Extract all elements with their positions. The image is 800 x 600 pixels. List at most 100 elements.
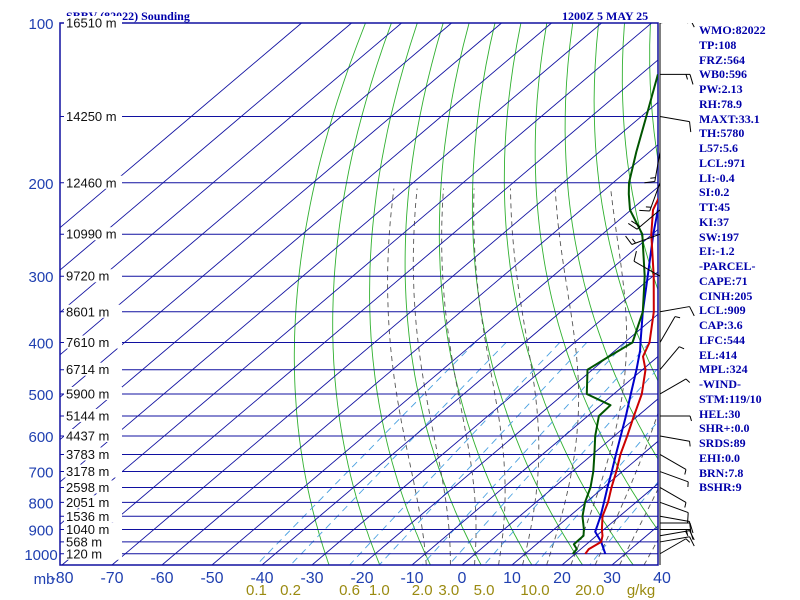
temperature-tick-label: 30 [603, 570, 621, 587]
wind-barb-half [685, 538, 691, 543]
temperature-tick-label: -10 [400, 570, 423, 587]
index-item: EI:-1.2 [699, 244, 735, 259]
height-label-bg [64, 16, 122, 29]
isotherm [511, 440, 658, 565]
temperature-tick-label: 40 [653, 570, 671, 587]
dry-adiabat [780, 23, 800, 565]
wind-barb-half [685, 529, 688, 535]
moist-adiabat [594, 411, 658, 565]
pressure-tick-label: 200 [28, 176, 53, 193]
height-label: 3783 m [66, 447, 109, 462]
mixing-ratio-line [256, 342, 476, 565]
index-item: EL:414 [699, 347, 738, 362]
wind-barb-half [674, 316, 681, 319]
wind-barb-staff [633, 260, 661, 277]
moist-adiabat [510, 188, 540, 565]
mixing-ratio-line [349, 342, 561, 565]
height-label-bg [64, 429, 122, 443]
moist-adiabat [387, 188, 427, 565]
index-item: STM:119/10 [699, 391, 762, 406]
wind-barb-flag [625, 235, 633, 245]
isotherm [461, 398, 658, 565]
height-label: 2598 m [66, 480, 109, 495]
height-label-bg [64, 335, 122, 349]
wind-barb-staff [659, 487, 687, 503]
height-labels: 16510 m 14250 m 12460 m 10990 m 9720 m 8601 m… [64, 16, 122, 561]
height-label: 7610 m [66, 335, 109, 350]
mixing-ratio-line [448, 342, 650, 565]
wind-barb-staff [631, 233, 661, 245]
sounding-profiles [572, 74, 658, 555]
height-label: 9720 m [66, 269, 109, 284]
height-label: 1040 m [66, 522, 109, 537]
index-item: CINH:205 [699, 288, 753, 303]
index-item: LFC:544 [699, 332, 745, 347]
height-label: 16510 m [66, 16, 117, 31]
isotherm [60, 23, 452, 356]
index-item: TH:5780 [699, 126, 745, 141]
mixing-ratio-line [378, 342, 588, 565]
height-label: 3178 m [66, 464, 109, 479]
moist-adiabat [570, 188, 628, 565]
wind-barb-flag [689, 536, 695, 547]
temperature-tick-label: 20 [553, 570, 571, 587]
mixing-ratio-label: 0.2 [280, 582, 301, 599]
temperature-tick-label: -60 [150, 570, 173, 587]
height-label-bg [64, 408, 122, 422]
mixing-ratio-label: 10.0 [520, 582, 549, 599]
isotherm [60, 23, 502, 398]
height-label: 6714 m [66, 362, 109, 377]
wind-barb-staff [659, 538, 687, 555]
height-label-bg [64, 495, 122, 509]
plot-frame [59, 22, 659, 566]
dry-adiabat [369, 23, 431, 565]
temperature-tick-label: 10 [503, 570, 521, 587]
height-label-bg [64, 109, 122, 123]
height-label-bg [64, 464, 122, 478]
pressure-tick-label: 400 [28, 336, 53, 353]
wind-barb-flag [691, 23, 695, 28]
height-label: 120 m [66, 546, 102, 561]
pressure-unit-label: mb [34, 571, 55, 588]
wind-barb-flag [689, 121, 692, 133]
wind-barb-flag [689, 306, 695, 317]
wind-barb-half [684, 502, 687, 508]
dry-adiabat [332, 23, 392, 565]
index-item: WMO:82022 [699, 23, 766, 37]
dewpoint-trace [572, 74, 658, 555]
wind-barb-half [689, 415, 692, 422]
index-item: EHI:0.0 [699, 450, 741, 465]
isotherm [60, 23, 352, 271]
temperature-trace [584, 197, 658, 555]
wind-barb-staff [659, 515, 690, 522]
height-label-bg [64, 362, 122, 376]
moist-adiabat [546, 188, 580, 565]
height-label-bg [64, 522, 122, 536]
moist-adiabat [412, 188, 451, 565]
pressure-tick-label: 800 [28, 495, 53, 512]
wind-barb-half [679, 346, 685, 350]
mixing-ratio-label: 1.0 [369, 582, 390, 599]
wind-barb-flag [689, 522, 694, 534]
temperature-tick-label: -70 [100, 570, 123, 587]
moist-adiabat [619, 488, 658, 565]
mixing-ratio-label: 0.6 [339, 582, 360, 599]
wind-barb-staff [659, 530, 690, 537]
height-label: 5900 m [66, 386, 109, 401]
temperature-axis: -80 -70 -60 -50 -40 -30 -20 -10 0 10 20 30 40 [50, 570, 671, 587]
mixing-ratio-label: 2.0 [412, 582, 433, 599]
mixing-ratio-line [290, 342, 507, 565]
wind-barb-staff [636, 209, 661, 230]
wind-barb-half [685, 378, 691, 383]
isotherm [411, 355, 658, 565]
index-item: SI:0.2 [699, 185, 730, 200]
frame [59, 22, 659, 566]
isotherm [60, 23, 302, 229]
index-item: LCL:909 [699, 303, 746, 318]
mixing-ratio-label: 3.0 [438, 582, 459, 599]
height-label-bg [64, 386, 122, 400]
wind-barb-flag [689, 521, 692, 532]
index-item: TP:108 [699, 37, 737, 52]
height-label: 5144 m [66, 408, 109, 423]
index-item: SHR+:0.0 [699, 421, 750, 436]
